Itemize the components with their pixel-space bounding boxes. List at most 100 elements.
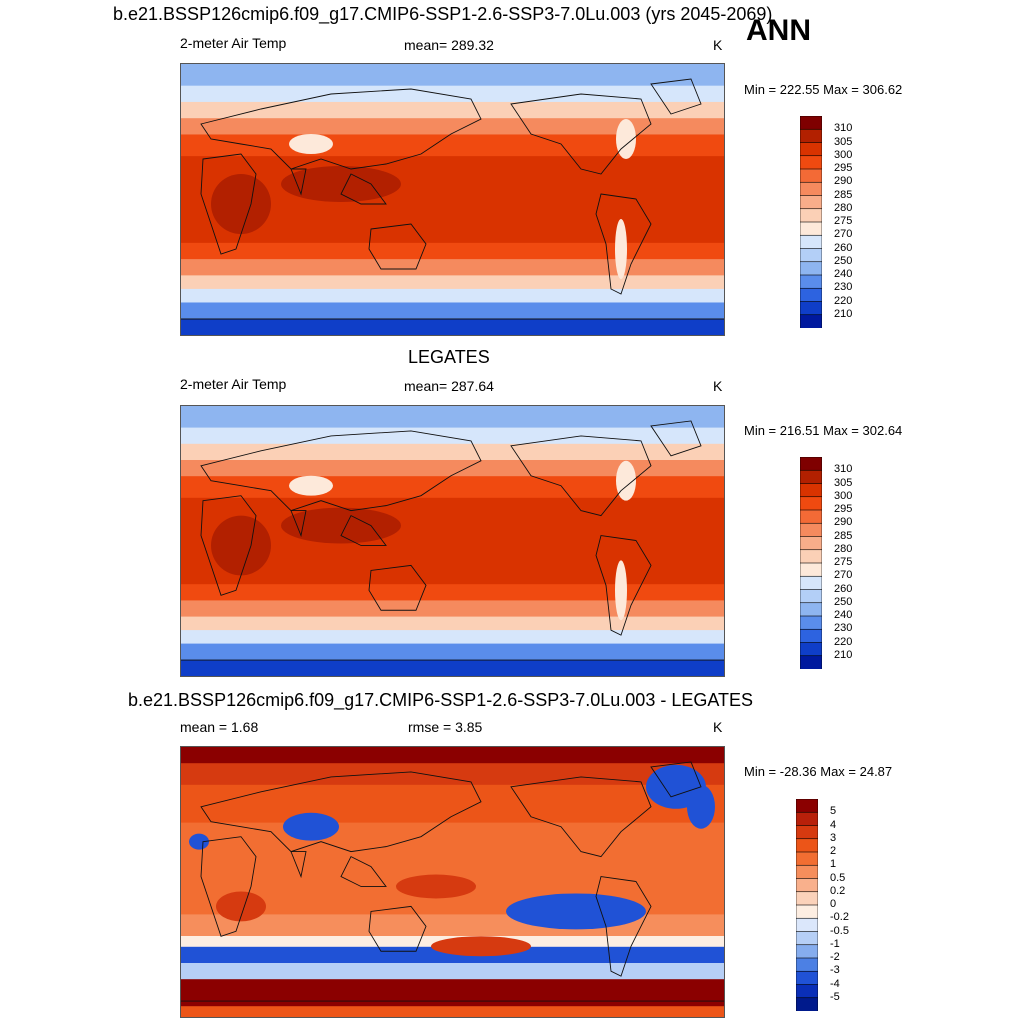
panel1-colorbar: 310 305 300 295 290 285 280 275 270 260 250 240 230 2…	[799, 115, 880, 329]
colorbar-box	[799, 549, 823, 564]
colorbar-tick-label: 300	[834, 489, 853, 502]
panel2-units: K	[713, 378, 723, 394]
colorbar-tick-label: 1	[830, 858, 837, 871]
colorbar-swatches	[795, 798, 819, 1012]
colorbar-box	[795, 864, 819, 880]
panel3-mean-label: mean = 1.68	[180, 719, 259, 735]
colorbar-tick-label: 275	[834, 215, 853, 227]
colorbar-tick-label: 285	[834, 529, 853, 542]
colorbar-box	[795, 957, 819, 973]
colorbar-tick-label: 210	[834, 307, 853, 320]
colorbar-tick-label: 260	[834, 582, 853, 595]
colorbar-tick-label: 3	[830, 831, 837, 844]
colorbar-tick-label: 285	[834, 188, 853, 201]
colorbar-box	[795, 851, 819, 867]
colorbar-tick-label: 270	[834, 228, 853, 241]
colorbar-box	[799, 221, 823, 237]
colorbar-box	[799, 522, 823, 538]
panel3-units: K	[713, 719, 723, 735]
colorbar-box	[799, 589, 823, 604]
colorbar-box	[795, 931, 819, 946]
colorbar-tick-label: 220	[834, 294, 853, 307]
colorbar-tick-label: 310	[834, 122, 853, 135]
colorbar-box	[795, 917, 819, 933]
panel2-mean-label: mean= 287.64	[404, 378, 494, 394]
colorbar-tick-label: 290	[834, 175, 853, 188]
colorbar-tick-label: 300	[834, 148, 853, 161]
colorbar-box	[795, 838, 819, 853]
colorbar-tick-label: 305	[834, 476, 853, 489]
panel1-variable-label: 2-meter Air Temp	[180, 35, 287, 51]
colorbar-box	[799, 261, 823, 276]
colorbar-box	[799, 287, 823, 303]
colorbar-tick-label: 240	[834, 268, 853, 280]
colorbar-box	[795, 811, 819, 827]
colorbar-box	[799, 575, 823, 591]
colorbar-tick-label: 275	[834, 556, 853, 568]
colorbar-tick-label: 4	[830, 818, 837, 831]
colorbar-box	[795, 997, 819, 1012]
colorbar-tick-label: 295	[834, 503, 853, 515]
colorbar-box	[799, 655, 823, 670]
colorbar-swatches	[799, 456, 823, 670]
panel2-variable-label: 2-meter Air Temp	[180, 376, 287, 392]
colorbar-box	[799, 274, 823, 290]
colorbar-box	[795, 984, 819, 999]
colorbar-tick-label: 0	[830, 898, 837, 910]
colorbar-tick-label: 310	[834, 463, 853, 476]
map-field	[181, 406, 724, 676]
colorbar-tick-label: 260	[834, 241, 853, 254]
colorbar-box	[799, 496, 823, 511]
colorbar-box	[799, 208, 823, 223]
panel2-map	[180, 405, 725, 677]
colorbar-tick-label: 280	[834, 201, 853, 214]
colorbar-box	[799, 128, 823, 144]
colorbar-box	[799, 536, 823, 551]
colorbar-tick-label: 0.5	[830, 871, 846, 884]
colorbar-box	[799, 602, 823, 617]
season-label: ANN	[746, 14, 811, 47]
colorbar-box	[799, 301, 823, 316]
colorbar-tick-label: 280	[834, 542, 853, 555]
colorbar-tick-label: 250	[834, 254, 853, 267]
colorbar-box	[799, 483, 823, 498]
map-field	[181, 747, 724, 1017]
colorbar-tick-label: -0.2	[830, 911, 849, 924]
colorbar-box	[795, 891, 819, 906]
panel2-minmax: Min = 216.51 Max = 302.64	[744, 423, 903, 438]
colorbar-tick-label: -0.5	[830, 924, 849, 937]
panel3-title: b.e21.BSSP126cmip6.f09_g17.CMIP6-SSP1-2.…	[128, 690, 754, 710]
colorbar-box	[799, 195, 823, 210]
colorbar-box	[799, 469, 823, 485]
colorbar-tick-label: 220	[834, 635, 853, 648]
colorbar-box	[795, 970, 819, 986]
colorbar-tick-label: 295	[834, 162, 853, 174]
colorbar-tick-label: 270	[834, 569, 853, 582]
colorbar-box	[799, 456, 823, 472]
colorbar-box	[795, 904, 819, 920]
panel2-colorbar: 310 305 300 295 290 285 280 275 270 260 250 240 230 2…	[799, 456, 880, 670]
colorbar-box	[795, 944, 819, 959]
colorbar-box	[799, 115, 823, 131]
panel3-colorbar: 5 4 3 2 1 0.5 0.2 0 -0.2 -0.5 -1 -2 -3 -4 -5	[795, 798, 876, 1012]
panel3-map	[180, 746, 725, 1018]
colorbar-box	[799, 509, 823, 525]
colorbar-tick-label: 230	[834, 281, 853, 294]
colorbar-tick-label: 305	[834, 135, 853, 148]
colorbar-box	[799, 168, 823, 184]
colorbar-tick-label: 290	[834, 516, 853, 529]
colorbar-tick-label: -3	[830, 964, 840, 977]
panel1-minmax: Min = 222.55 Max = 306.62	[744, 82, 903, 97]
colorbar-box	[799, 248, 823, 263]
colorbar-box	[795, 798, 819, 814]
panel1-map	[180, 63, 725, 336]
colorbar-tick-label: 250	[834, 595, 853, 608]
colorbar-box	[795, 878, 819, 893]
colorbar-tick-label: -4	[830, 977, 840, 990]
colorbar-tick-label: -5	[830, 990, 840, 1003]
panel1-mean-label: mean= 289.32	[404, 37, 494, 53]
map-field	[181, 64, 724, 335]
colorbar-box	[799, 314, 823, 329]
panel3-minmax: Min = -28.36 Max = 24.87	[744, 764, 893, 779]
colorbar-box	[799, 181, 823, 197]
